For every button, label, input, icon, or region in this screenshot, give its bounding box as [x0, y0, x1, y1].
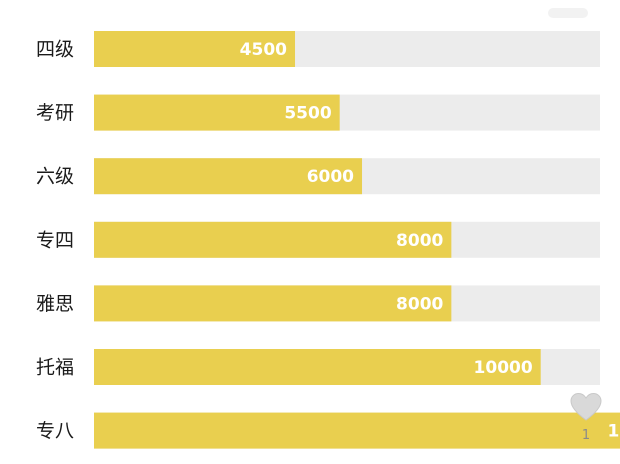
category-label-box	[20, 158, 94, 195]
category-label: 四级	[36, 39, 74, 61]
category-label-box	[20, 94, 94, 131]
like-control[interactable]: 1	[566, 388, 606, 444]
category-label: 专八	[36, 420, 74, 442]
value-label: 5500	[284, 104, 331, 124]
category-label: 考研	[36, 102, 74, 124]
bar	[94, 412, 620, 449]
bar	[94, 31, 296, 67]
category-label-box	[20, 412, 94, 449]
category-label: 专四	[36, 229, 74, 251]
value-label: 4500	[240, 40, 287, 60]
category-label-box	[20, 285, 94, 322]
value-label: 10000	[474, 358, 533, 378]
bar	[94, 285, 452, 322]
category-label-box	[20, 349, 94, 385]
value-label: 8000	[396, 231, 443, 251]
category-label: 雅思	[36, 293, 74, 315]
category-label: 托福	[36, 357, 74, 379]
like-count: 1	[581, 428, 591, 443]
category-label-box	[20, 31, 94, 67]
top-handle	[548, 8, 588, 18]
value-label: 6000	[307, 167, 354, 187]
heart-icon[interactable]	[569, 392, 603, 422]
value-label: 8000	[396, 294, 443, 314]
value-label: 13000	[608, 422, 620, 442]
bar	[94, 349, 541, 385]
category-label-box	[20, 221, 94, 258]
category-label: 六级	[36, 166, 74, 188]
bar	[94, 221, 452, 258]
bar	[94, 158, 363, 195]
bar	[94, 94, 340, 131]
